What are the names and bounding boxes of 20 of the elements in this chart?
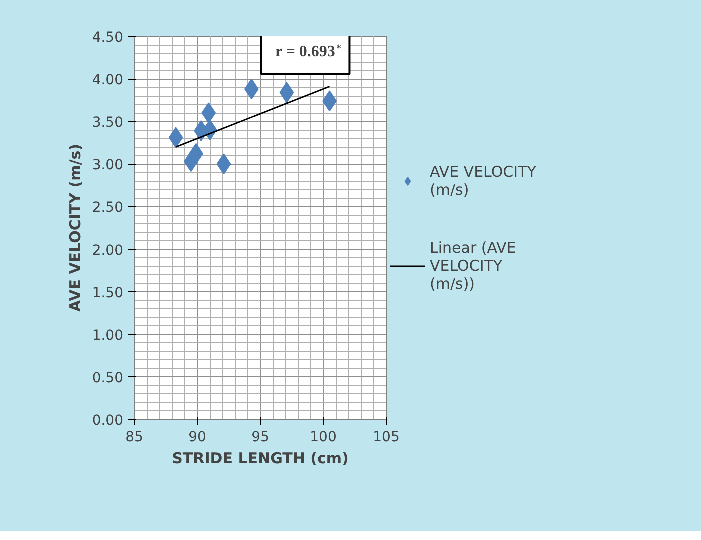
annotation: r = 0.693* bbox=[276, 44, 342, 60]
y-tick-label: 0.50 bbox=[92, 370, 124, 386]
y-tick-label: 3.50 bbox=[92, 115, 124, 132]
y-tick-label: 1.50 bbox=[92, 285, 124, 302]
x-tick-label: 95 bbox=[252, 430, 270, 446]
x-tick-label: 105 bbox=[373, 430, 400, 446]
y-tick-label: 4.00 bbox=[92, 72, 124, 89]
x-tick-label: 100 bbox=[310, 430, 337, 446]
y-axis-title: AVE VELOCITY (m/s) bbox=[66, 144, 84, 312]
x-tick-label: 90 bbox=[188, 430, 206, 446]
legend-label: Linear (AVE VELOCITY (m/s)) bbox=[430, 238, 516, 292]
x-axis-title: STRIDE LENGTH (cm) bbox=[172, 450, 349, 468]
y-tick-label: 4.50 bbox=[92, 30, 124, 46]
legend-label: AVE VELOCITY (m/s) bbox=[430, 162, 536, 198]
y-tick-label: 2.00 bbox=[92, 242, 124, 259]
y-tick-label: 2.50 bbox=[92, 200, 124, 216]
y-tick-label: 1.00 bbox=[92, 328, 124, 344]
y-tick-label: 3.00 bbox=[92, 158, 124, 174]
y-tick-label: 0.00 bbox=[92, 413, 124, 429]
x-tick-label: 85 bbox=[126, 430, 144, 446]
